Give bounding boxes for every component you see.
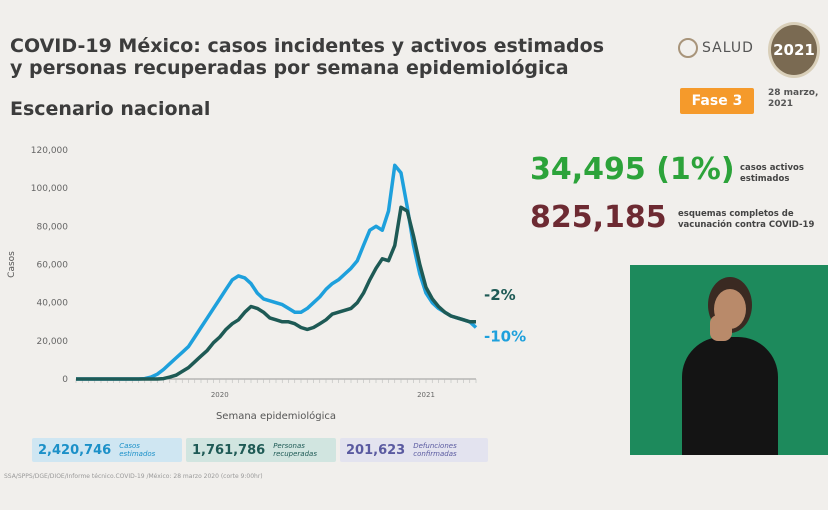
footer-source: SSA/SPPS/DGE/DIOE/Informe técnico.COVID-… <box>4 473 263 480</box>
stat-deaths-label: Defunciones confirmadas <box>413 442 457 458</box>
phase-badge: Fase 3 <box>680 88 754 114</box>
interpreter-body <box>682 337 778 455</box>
stat-deaths: 201,623 Defunciones confirmadas <box>340 438 488 462</box>
series-end-label-2: -2% <box>484 286 516 304</box>
y-tick-label: 20,000 <box>37 337 69 347</box>
stat-estimated-cases-label-line1: Casos <box>119 442 140 450</box>
y-tick-label: 80,000 <box>37 222 69 232</box>
y-axis-title: Casos <box>7 251 17 278</box>
stat-estimated-cases-label: Casos estimados <box>119 442 155 458</box>
sign-language-interpreter <box>630 265 828 455</box>
year-logo-text: 2021 <box>773 41 815 59</box>
seal-icon <box>678 38 698 58</box>
salud-logo: SALUD <box>678 38 754 58</box>
stat-recovered-label-line2: recuperadas <box>273 450 317 458</box>
y-tick-label: 60,000 <box>37 261 69 271</box>
y-tick-label: 40,000 <box>37 299 69 309</box>
stat-recovered-label-line1: Personas <box>273 442 305 450</box>
stat-estimated-cases-value: 2,420,746 <box>38 442 112 458</box>
x-tick-label: 2020 <box>211 391 229 399</box>
vaccination-label-line1: esquemas completos de <box>678 209 794 219</box>
series-line-1 <box>76 163 478 381</box>
stat-estimated-cases: 2,420,746 Casos estimados <box>32 438 182 462</box>
active-cases-label: casos activos estimados <box>740 163 804 185</box>
vaccination-label: esquemas completos de vacunación contra … <box>678 209 814 231</box>
stat-recovered-label: Personas recuperadas <box>273 442 317 458</box>
report-date: 28 marzo, 2021 <box>768 88 818 110</box>
stat-estimated-cases-label-line2: estimados <box>119 450 156 458</box>
x-axis-title: Semana epidemiológica <box>216 410 336 422</box>
x-tick-label: 2021 <box>417 391 435 399</box>
stat-deaths-value: 201,623 <box>346 442 406 458</box>
salud-logo-text: SALUD <box>702 40 754 56</box>
report-date-line2: 2021 <box>768 99 794 109</box>
stat-recovered: 1,761,786 Personas recuperadas <box>186 438 336 462</box>
y-tick-label: 120,000 <box>31 146 68 156</box>
cases-line-chart: 0 20,000 40,000 60,000 80,000 100,000 120,000 2… <box>7 146 526 422</box>
stat-recovered-value: 1,761,786 <box>192 442 266 458</box>
y-tick-label: 100,000 <box>31 184 68 194</box>
vaccination-label-line2: vacunación contra COVID-19 <box>678 220 815 230</box>
year-logo: 2021 <box>768 22 820 78</box>
active-cases-label-line2: estimados <box>740 174 790 184</box>
active-cases-value: 34,495 (1%) <box>530 152 735 187</box>
page-title: COVID-19 México: casos incidentes y acti… <box>10 35 605 79</box>
stat-deaths-label-line1: Defunciones <box>413 442 457 450</box>
page-subtitle: Escenario nacional <box>10 98 211 120</box>
vaccination-value: 825,185 <box>530 200 667 235</box>
series-line-2 <box>76 205 476 381</box>
interpreter-hand <box>710 315 732 341</box>
stat-deaths-label-line2: confirmadas <box>413 450 457 458</box>
series-end-label-1: -10% <box>484 327 526 345</box>
active-cases-label-line1: casos activos <box>740 163 804 173</box>
y-tick-label: 0 <box>62 375 68 385</box>
report-date-line1: 28 marzo, <box>768 88 819 98</box>
